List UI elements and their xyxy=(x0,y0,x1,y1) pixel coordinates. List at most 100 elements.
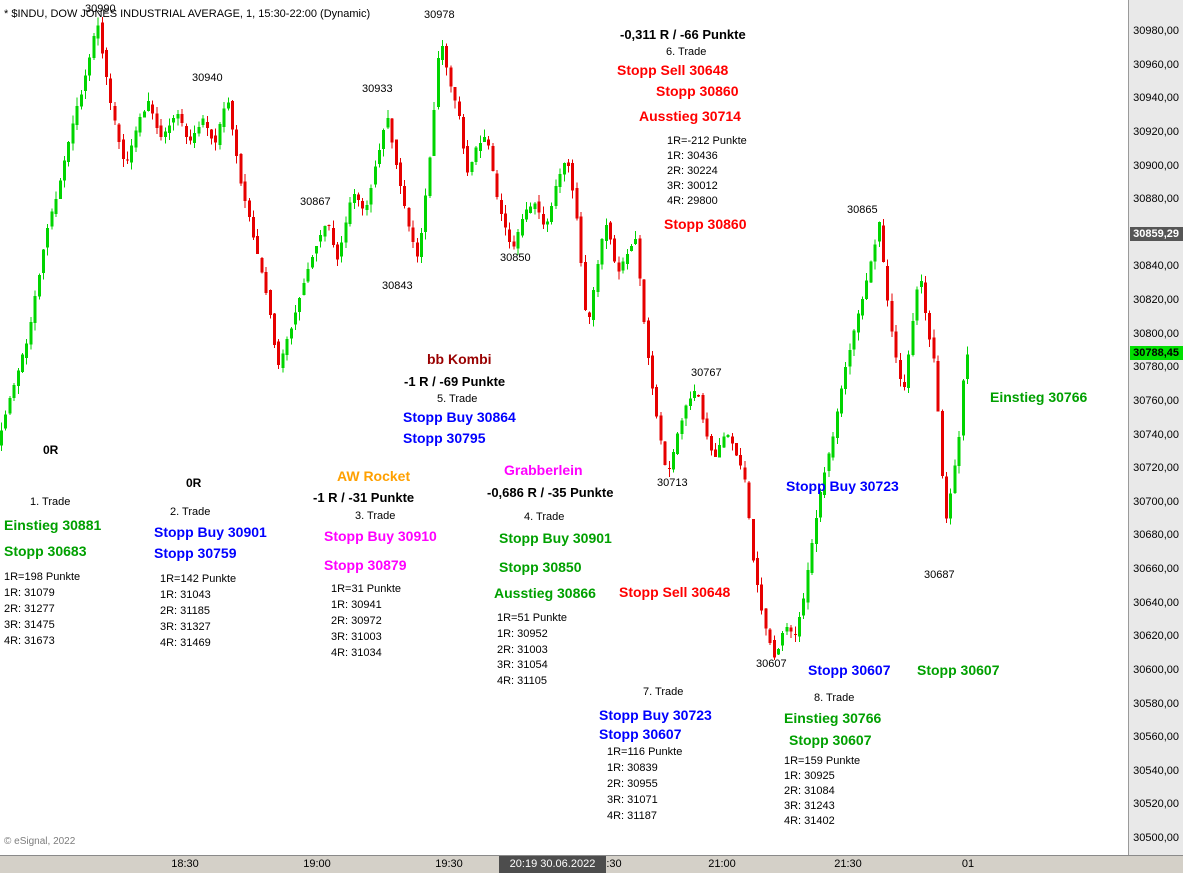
candle xyxy=(184,126,188,137)
trade6-3r: 3R: 30012 xyxy=(667,180,718,192)
candle xyxy=(869,261,873,283)
candle xyxy=(197,127,201,134)
candle xyxy=(940,411,944,476)
candle xyxy=(688,398,692,407)
candle xyxy=(281,353,285,368)
candle xyxy=(243,181,247,201)
trade1-label: 1. Trade xyxy=(30,496,71,508)
candle xyxy=(680,420,684,435)
trade4-result: -0,686 R / -35 Punkte xyxy=(487,485,614,500)
candle xyxy=(445,45,449,68)
candle xyxy=(508,229,512,242)
price-axis[interactable]: 30980,00 30960,00 30940,00 30920,00 30900,00… xyxy=(1128,0,1183,855)
candle xyxy=(550,205,554,222)
price-tick-label: 30540,00 xyxy=(1133,764,1179,777)
candle xyxy=(898,360,902,379)
price-tick-label: 30520,00 xyxy=(1133,798,1179,811)
candle xyxy=(172,117,176,123)
candle xyxy=(138,117,142,133)
candle xyxy=(634,239,638,245)
candle xyxy=(877,221,881,242)
candle xyxy=(67,142,71,162)
candle xyxy=(567,162,570,167)
price-tick-label: 30800,00 xyxy=(1133,327,1179,340)
candle xyxy=(810,543,814,573)
stopp-sell-30648: Stopp Sell 30648 xyxy=(619,584,731,600)
candle xyxy=(25,343,29,359)
candle xyxy=(100,22,104,54)
swing-label-30990: 30990 xyxy=(85,3,116,15)
candle xyxy=(890,301,894,332)
trade1-1r-punkte: 1R=198 Punkte xyxy=(4,571,81,583)
candle xyxy=(831,436,835,458)
candle xyxy=(121,139,125,159)
candle xyxy=(663,441,667,466)
candle xyxy=(373,166,377,185)
candle xyxy=(231,101,234,130)
trade8-stopp: Stopp 30607 xyxy=(789,732,872,748)
trade7-2r: 2R: 30955 xyxy=(607,778,658,790)
candle xyxy=(621,261,625,271)
swing-label-30867: 30867 xyxy=(300,196,331,208)
candle xyxy=(327,224,331,226)
candle xyxy=(604,225,608,242)
swing-label-30940: 30940 xyxy=(192,72,223,84)
trade8-label: 8. Trade xyxy=(814,692,855,704)
trade6-stopp-2: Stopp 30860 xyxy=(664,216,747,232)
candle xyxy=(189,136,192,141)
trade3-stopp-buy: Stopp Buy 30910 xyxy=(324,528,437,544)
trade8-einstieg: Einstieg 30766 xyxy=(784,710,882,726)
trade2-1r-punkte: 1R=142 Punkte xyxy=(160,573,237,585)
candle xyxy=(781,633,785,646)
candle xyxy=(252,217,255,238)
trade5-stopp: Stopp 30795 xyxy=(403,430,486,446)
candle xyxy=(394,139,398,165)
trade3-result: -1 R / -31 Punkte xyxy=(313,490,415,505)
candle xyxy=(756,558,759,585)
trade2-stopp-buy: Stopp Buy 30901 xyxy=(154,524,267,540)
candle xyxy=(907,354,911,389)
candle xyxy=(46,227,50,248)
candle xyxy=(399,162,402,186)
time-tick-label: 21:30 xyxy=(834,858,862,870)
price-tick-label: 30700,00 xyxy=(1133,495,1179,508)
candle xyxy=(491,145,495,172)
price-tick-label: 30720,00 xyxy=(1133,462,1179,475)
candle xyxy=(117,124,121,142)
candle xyxy=(886,265,890,301)
candle xyxy=(386,118,390,128)
candle xyxy=(306,268,310,282)
candle xyxy=(751,519,755,561)
chart-canvas[interactable]: * $INDU, DOW JONES INDUSTRIAL AVERAGE, 1… xyxy=(0,0,1128,855)
price-tick-label: 30780,00 xyxy=(1133,361,1179,374)
candle xyxy=(222,108,226,128)
time-tick-label: 18:30 xyxy=(171,858,199,870)
candle xyxy=(919,281,923,287)
candle xyxy=(705,418,709,437)
price-tick-label: 30760,00 xyxy=(1133,394,1179,407)
price-tick-label: 30580,00 xyxy=(1133,697,1179,710)
trade3-strategy: AW Rocket xyxy=(337,468,411,484)
trade8-stopp-30607-mid: Stopp 30607 xyxy=(917,662,1000,678)
trade6-1r-punkte: 1R=-212 Punkte xyxy=(667,135,747,147)
trade3-3r: 3R: 31003 xyxy=(331,631,382,643)
trade4-2r: 2R: 31003 xyxy=(497,644,548,656)
candle xyxy=(873,244,877,262)
candle xyxy=(819,491,822,518)
trade4-ausstieg: Ausstieg 30866 xyxy=(494,585,596,601)
candle xyxy=(735,443,738,456)
candle xyxy=(499,200,503,214)
trade1-stopp: Stopp 30683 xyxy=(4,543,87,559)
candle xyxy=(205,122,209,128)
trade6-label: 6. Trade xyxy=(666,46,707,58)
candle xyxy=(432,109,436,156)
candle xyxy=(348,202,352,224)
candle xyxy=(256,236,260,254)
candle xyxy=(554,185,558,206)
swing-label-30713: 30713 xyxy=(657,477,688,489)
candle xyxy=(646,320,650,359)
candle xyxy=(709,436,713,451)
swing-label-30607: 30607 xyxy=(756,658,787,670)
